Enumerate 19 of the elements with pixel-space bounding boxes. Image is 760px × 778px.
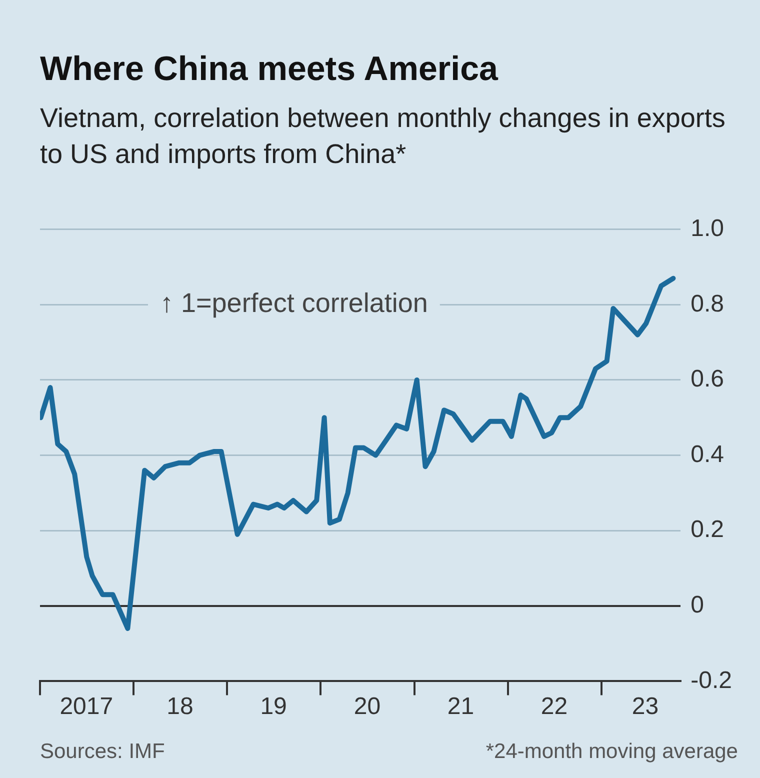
y-tick-label: 1.0 <box>690 215 724 242</box>
x-tick-label: 22 <box>540 693 568 720</box>
chart-subtitle: Vietnam, correlation between monthly changes in exports to US and imports from China* <box>40 102 726 171</box>
x-tick-label: 23 <box>632 693 659 720</box>
x-tick-label: 21 <box>447 693 474 720</box>
y-tick-label: -0.2 <box>690 666 732 694</box>
y-tick-label: 0.6 <box>690 366 724 393</box>
x-tick-label: 18 <box>166 693 194 720</box>
x-tick-label: 20 <box>354 693 381 720</box>
text: *24-month moving average <box>486 740 738 764</box>
x-tick-label: 2017 <box>60 693 114 720</box>
y-tick-label: 0.4 <box>690 440 724 468</box>
x-tick-label: 19 <box>260 693 287 720</box>
y-tick-label: 0.2 <box>690 516 724 544</box>
source-note: Sources: IMF <box>40 740 165 764</box>
annotation: ↑ 1=perfect correlation <box>160 288 428 318</box>
y-tick-label: 0 <box>690 592 704 619</box>
y-tick-label: 0.8 <box>690 290 724 318</box>
chart-title: Where China meets America <box>40 50 498 89</box>
